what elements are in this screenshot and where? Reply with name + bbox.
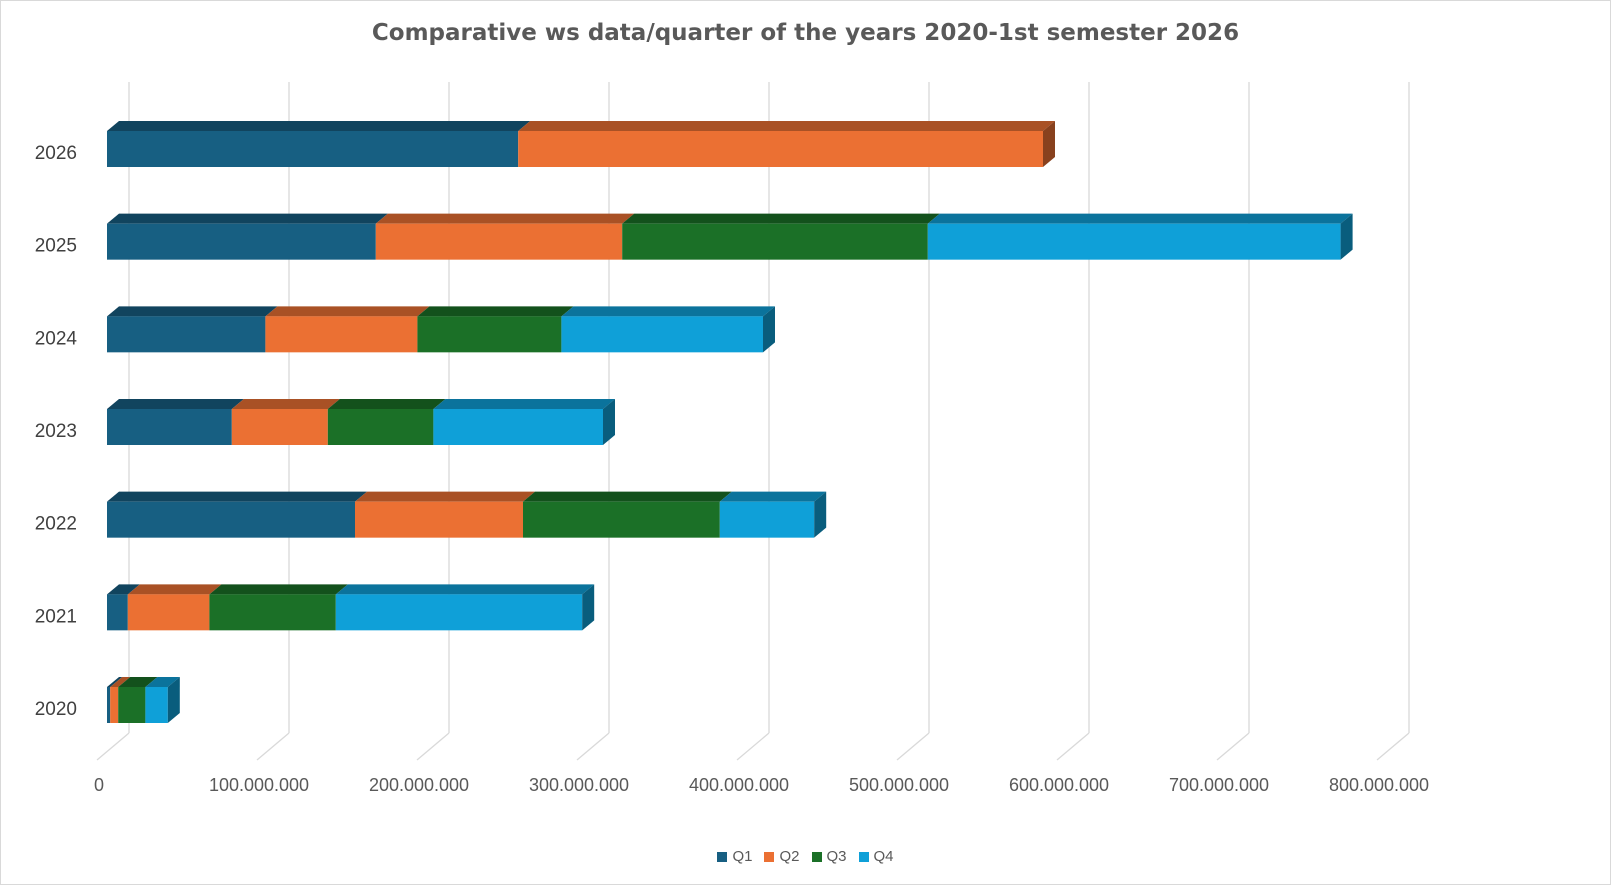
x-tick-label: 300.000.000 bbox=[529, 775, 629, 795]
x-tick-label: 500.000.000 bbox=[849, 775, 949, 795]
gridline-floor bbox=[1376, 732, 1410, 761]
bar-top-q4 bbox=[433, 399, 615, 409]
bar-top-q2 bbox=[355, 491, 535, 502]
bar-top-q2 bbox=[110, 677, 131, 687]
bar-q2 bbox=[110, 687, 119, 723]
y-tick-label: 2026 bbox=[35, 143, 77, 164]
x-tick-label: 800.000.000 bbox=[1329, 775, 1429, 795]
bar-top-q2 bbox=[231, 399, 340, 409]
bar-top-q3 bbox=[118, 677, 158, 687]
bar-q3 bbox=[622, 223, 928, 260]
bar-q1 bbox=[107, 131, 519, 167]
x-tick-label: 0 bbox=[94, 775, 104, 795]
bar-top-q1 bbox=[107, 213, 388, 224]
y-tick-label: 2023 bbox=[35, 421, 77, 442]
bar-top-q4 bbox=[335, 584, 595, 595]
legend-swatch bbox=[858, 851, 869, 862]
bar-top-q4 bbox=[719, 491, 827, 502]
bar-top-q1 bbox=[107, 399, 244, 409]
bar-top-q2 bbox=[375, 213, 635, 224]
y-tick-label: 2022 bbox=[35, 514, 77, 535]
bar-top-q1 bbox=[107, 584, 140, 595]
x-tick-label: 100.000.000 bbox=[209, 775, 309, 795]
bar-top-q1 bbox=[107, 121, 531, 131]
bar-q4 bbox=[335, 594, 583, 631]
y-tick-label: 2024 bbox=[35, 328, 78, 349]
bar-q2 bbox=[355, 501, 523, 538]
bar-top-q3 bbox=[523, 491, 732, 502]
bar-q3 bbox=[118, 687, 146, 723]
gridline-floor bbox=[96, 732, 130, 761]
legend-item-q1: Q1 bbox=[717, 848, 752, 865]
gridline-floor bbox=[416, 732, 450, 761]
bar-top-q3 bbox=[327, 399, 446, 409]
legend-item-q2: Q2 bbox=[764, 848, 800, 865]
bar-q4 bbox=[927, 223, 1341, 260]
legend-label: Q4 bbox=[873, 848, 894, 865]
y-tick-label: 2021 bbox=[35, 606, 77, 627]
bar-top-q4 bbox=[145, 677, 180, 687]
gridline-floor bbox=[256, 732, 290, 761]
legend: Q1 Q2 Q3 Q4 bbox=[0, 848, 1611, 865]
bar-q2 bbox=[127, 594, 210, 631]
gridline-floor bbox=[896, 732, 930, 761]
bar-side bbox=[763, 306, 775, 353]
bar-top-q1 bbox=[107, 306, 278, 317]
bar-top-q2 bbox=[127, 584, 222, 595]
bar-q3 bbox=[417, 316, 562, 353]
bar-top-q1 bbox=[107, 677, 123, 687]
gridline-floor bbox=[576, 732, 610, 761]
y-tick-label: 2020 bbox=[35, 699, 77, 720]
bar-top-q3 bbox=[209, 584, 348, 595]
bar-q2 bbox=[518, 131, 1043, 167]
bar-side bbox=[1340, 213, 1353, 260]
bar-q2 bbox=[231, 409, 328, 445]
bar-top-q2 bbox=[518, 121, 1055, 131]
legend-label: Q1 bbox=[732, 848, 753, 865]
legend-label: Q2 bbox=[779, 848, 800, 865]
bar-q4 bbox=[433, 409, 603, 445]
bar-q1 bbox=[107, 501, 355, 538]
legend-swatch bbox=[811, 851, 822, 862]
legend-swatch bbox=[717, 851, 728, 862]
bar-q1 bbox=[107, 594, 128, 631]
bar-q2 bbox=[265, 316, 418, 353]
chart-title: Comparative ws data/quarter of the years… bbox=[371, 20, 1240, 46]
bar-q1 bbox=[107, 409, 232, 445]
bar-side bbox=[814, 491, 827, 538]
bar-q1 bbox=[107, 687, 111, 723]
bar-q3 bbox=[523, 501, 720, 538]
gridline-floor bbox=[1056, 732, 1090, 761]
x-tick-label: 600.000.000 bbox=[1009, 775, 1109, 795]
bar-q1 bbox=[107, 316, 266, 353]
bar-top-q2 bbox=[265, 306, 430, 317]
bar-q4 bbox=[561, 316, 763, 353]
bar-q3 bbox=[209, 594, 336, 631]
bar-side bbox=[582, 584, 595, 631]
x-tick-label: 200.000.000 bbox=[369, 775, 469, 795]
bar-q1 bbox=[107, 223, 376, 260]
y-tick-label: 2025 bbox=[35, 236, 77, 257]
x-tick-label: 700.000.000 bbox=[1169, 775, 1269, 795]
bar-top-q4 bbox=[561, 306, 775, 317]
legend-item-q4: Q4 bbox=[858, 848, 894, 865]
bar-top-q4 bbox=[927, 213, 1353, 224]
bar-top-q3 bbox=[622, 213, 940, 224]
bar-side bbox=[1043, 121, 1055, 167]
bar-side bbox=[167, 677, 180, 723]
bar-top-q1 bbox=[107, 491, 367, 502]
gridline-floor bbox=[1216, 732, 1250, 761]
bar-q4 bbox=[145, 687, 168, 723]
bar-q4 bbox=[719, 501, 815, 538]
bar-top-q3 bbox=[417, 306, 574, 317]
legend-item-q3: Q3 bbox=[811, 848, 847, 865]
gridline-floor bbox=[736, 732, 770, 761]
legend-swatch bbox=[764, 851, 775, 862]
bar-side bbox=[603, 399, 615, 445]
x-tick-label: 400.000.000 bbox=[689, 775, 789, 795]
bar-q3 bbox=[327, 409, 434, 445]
bar-q2 bbox=[375, 223, 623, 260]
legend-label: Q3 bbox=[826, 848, 847, 865]
